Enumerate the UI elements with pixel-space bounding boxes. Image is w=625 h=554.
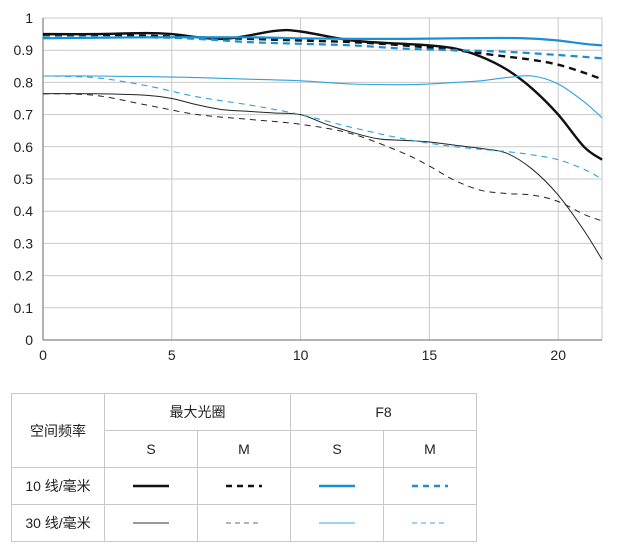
x-tick-label: 15 xyxy=(422,347,438,363)
series-line-6 xyxy=(42,93,603,222)
series-line-1 xyxy=(42,28,603,161)
legend-sample-max-30-s xyxy=(104,504,198,542)
chart-grid xyxy=(42,17,603,341)
x-tick-label: 10 xyxy=(293,347,309,363)
legend-sample-f8-30-m xyxy=(383,504,477,542)
mtf-chart: 00.10.20.30.40.50.60.70.80.910 5 10 15 20 xyxy=(14,10,603,363)
series-line-8 xyxy=(42,75,603,180)
y-tick-label: 0.5 xyxy=(14,171,34,187)
y-tick-label: 0.1 xyxy=(14,300,34,316)
series-line-3 xyxy=(42,36,603,47)
legend-col-m: M xyxy=(383,430,477,468)
x-tick-label: 20 xyxy=(550,347,566,363)
legend-col-s: S xyxy=(290,430,384,468)
legend-sample-max-10-s xyxy=(104,467,198,505)
legend-col-m: M xyxy=(197,430,291,468)
series-line-4 xyxy=(42,36,603,60)
chart-axes xyxy=(42,18,602,341)
legend-sample-max-10-m xyxy=(197,467,291,505)
y-tick-label: 0.3 xyxy=(14,235,34,251)
y-tick-label: 0.2 xyxy=(14,268,34,284)
legend-sample-max-30-m xyxy=(197,504,291,542)
legend-col-s: S xyxy=(104,430,198,468)
x-tick-label: 0 xyxy=(39,347,47,363)
y-tick-label: 0 xyxy=(25,332,33,348)
y-tick-label: 0.4 xyxy=(14,203,34,219)
y-tick-label: 0.7 xyxy=(14,107,34,123)
legend-sample-f8-30-s xyxy=(290,504,384,542)
legend-header-spatial-frequency: 空间频率 xyxy=(11,393,105,468)
y-tick-label: 0.6 xyxy=(14,139,34,155)
legend-group-f8: F8 xyxy=(290,393,477,431)
y-tick-label: 1 xyxy=(25,10,33,26)
x-tick-label: 5 xyxy=(168,347,176,363)
legend-table: 空间频率 最大光圈 F8 S M S M 10 线/毫米 30 线/毫米 xyxy=(11,393,477,542)
y-tick-label: 0.8 xyxy=(14,74,34,90)
y-tick-label: 0.9 xyxy=(14,42,34,58)
legend-group-max-aperture: 最大光圈 xyxy=(104,393,291,431)
series-line-7 xyxy=(42,75,603,119)
legend-row-30: 30 线/毫米 xyxy=(11,504,105,542)
series-line-5 xyxy=(42,93,603,260)
legend-row-10: 10 线/毫米 xyxy=(11,467,105,505)
series-line-2 xyxy=(42,33,603,81)
legend-sample-f8-10-m xyxy=(383,467,477,505)
legend-sample-f8-10-s xyxy=(290,467,384,505)
chart-tick-labels: 00.10.20.30.40.50.60.70.80.910 5 10 15 20 xyxy=(14,10,567,363)
chart-series xyxy=(42,28,603,260)
